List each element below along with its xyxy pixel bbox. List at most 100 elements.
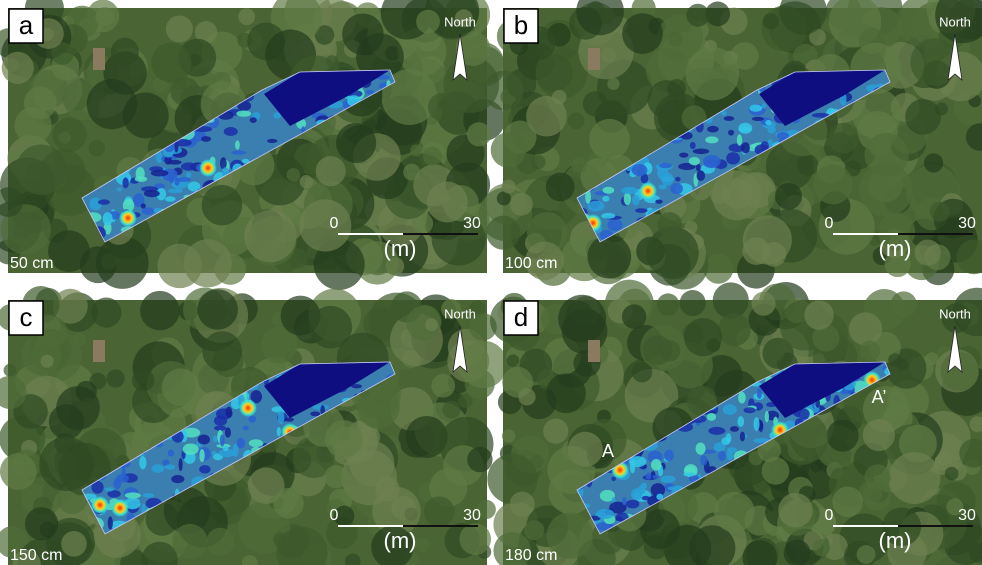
vegetation bbox=[659, 340, 681, 362]
vegetation bbox=[827, 420, 859, 452]
vegetation bbox=[857, 545, 876, 564]
vegetation bbox=[864, 133, 908, 177]
vegetation bbox=[300, 175, 313, 188]
anomaly bbox=[105, 487, 114, 491]
depth-label: 50 cm bbox=[10, 255, 54, 272]
vegetation bbox=[680, 290, 706, 316]
anomaly bbox=[201, 136, 211, 142]
anomaly bbox=[310, 411, 320, 416]
vegetation bbox=[713, 282, 749, 318]
anomaly bbox=[744, 407, 756, 413]
vegetation bbox=[442, 401, 460, 419]
anomaly bbox=[741, 142, 750, 153]
vegetation bbox=[0, 453, 37, 490]
panel-letter: d bbox=[514, 302, 528, 332]
anomaly bbox=[198, 435, 210, 445]
anomaly bbox=[621, 187, 638, 194]
anomaly bbox=[139, 456, 146, 469]
depth-label: 100 cm bbox=[505, 255, 557, 272]
scale-end: 30 bbox=[958, 215, 976, 232]
anomaly bbox=[151, 170, 169, 177]
vegetation bbox=[39, 437, 93, 491]
anomaly bbox=[103, 212, 113, 225]
vegetation bbox=[889, 452, 941, 504]
anomaly bbox=[799, 409, 810, 420]
vegetation bbox=[583, 91, 608, 116]
anomaly bbox=[168, 450, 175, 457]
anomaly bbox=[679, 152, 688, 157]
hut bbox=[588, 340, 600, 362]
anomaly bbox=[762, 103, 766, 108]
vegetation bbox=[558, 295, 606, 343]
anomaly bbox=[707, 413, 716, 421]
vegetation bbox=[287, 168, 301, 182]
vegetation bbox=[752, 292, 776, 316]
vegetation bbox=[502, 179, 516, 193]
vegetation bbox=[546, 373, 586, 413]
vegetation bbox=[273, 488, 304, 519]
vegetation bbox=[16, 144, 66, 194]
profile-end: A’ bbox=[872, 387, 887, 407]
panel: dNorth030(m)180 cmAA’ bbox=[487, 280, 982, 565]
anomaly bbox=[125, 492, 141, 498]
anomaly bbox=[683, 472, 695, 476]
vegetation bbox=[424, 496, 455, 527]
vegetation bbox=[89, 140, 105, 156]
anomaly bbox=[168, 160, 182, 165]
vegetation bbox=[945, 467, 959, 481]
vegetation bbox=[502, 429, 515, 442]
vegetation bbox=[427, 182, 468, 223]
vegetation bbox=[316, 156, 346, 186]
anomaly bbox=[624, 192, 631, 205]
anomaly bbox=[220, 434, 225, 446]
vegetation bbox=[48, 230, 90, 272]
scale-start: 0 bbox=[330, 507, 339, 524]
vegetation bbox=[546, 173, 575, 202]
vegetation bbox=[657, 293, 679, 315]
anomaly bbox=[626, 500, 640, 509]
anomaly bbox=[703, 155, 721, 167]
vegetation bbox=[244, 210, 296, 262]
vegetation bbox=[491, 132, 526, 167]
vegetation bbox=[712, 170, 762, 220]
vegetation bbox=[206, 528, 234, 556]
profile-start: A bbox=[602, 441, 614, 461]
anomaly bbox=[656, 494, 663, 500]
anomaly bbox=[366, 90, 375, 94]
anomaly bbox=[724, 116, 735, 121]
anomaly bbox=[113, 478, 121, 489]
vegetation bbox=[202, 331, 242, 371]
anomaly bbox=[98, 199, 110, 204]
anomaly bbox=[164, 464, 175, 469]
vegetation bbox=[686, 47, 739, 100]
anomaly bbox=[622, 497, 627, 505]
strong-anomaly bbox=[91, 496, 109, 514]
vegetation bbox=[571, 157, 587, 173]
scale-start: 0 bbox=[330, 215, 339, 232]
vegetation bbox=[568, 113, 585, 130]
anomaly bbox=[117, 187, 122, 191]
vegetation bbox=[111, 38, 139, 66]
figure: aNorth030(m)50 cmbNorth030(m)100 cmcNort… bbox=[0, 0, 982, 565]
anomaly bbox=[243, 426, 249, 431]
vegetation bbox=[2, 52, 34, 84]
anomaly bbox=[727, 450, 734, 460]
anomaly bbox=[199, 465, 210, 473]
strong-anomaly bbox=[119, 209, 137, 227]
anomaly bbox=[142, 207, 155, 214]
vegetation bbox=[667, 79, 686, 98]
vegetation bbox=[813, 539, 830, 556]
anomaly bbox=[661, 172, 673, 185]
vegetation bbox=[484, 71, 524, 111]
vegetation bbox=[849, 312, 882, 345]
anomaly bbox=[249, 439, 263, 447]
anomaly bbox=[186, 172, 191, 178]
vegetation bbox=[860, 340, 880, 360]
vegetation bbox=[622, 13, 663, 54]
vegetation bbox=[4, 364, 17, 377]
anomaly bbox=[757, 388, 762, 399]
scale-unit: (m) bbox=[879, 236, 912, 261]
vegetation bbox=[775, 183, 802, 210]
anomaly bbox=[231, 150, 246, 154]
vegetation bbox=[632, 362, 652, 382]
